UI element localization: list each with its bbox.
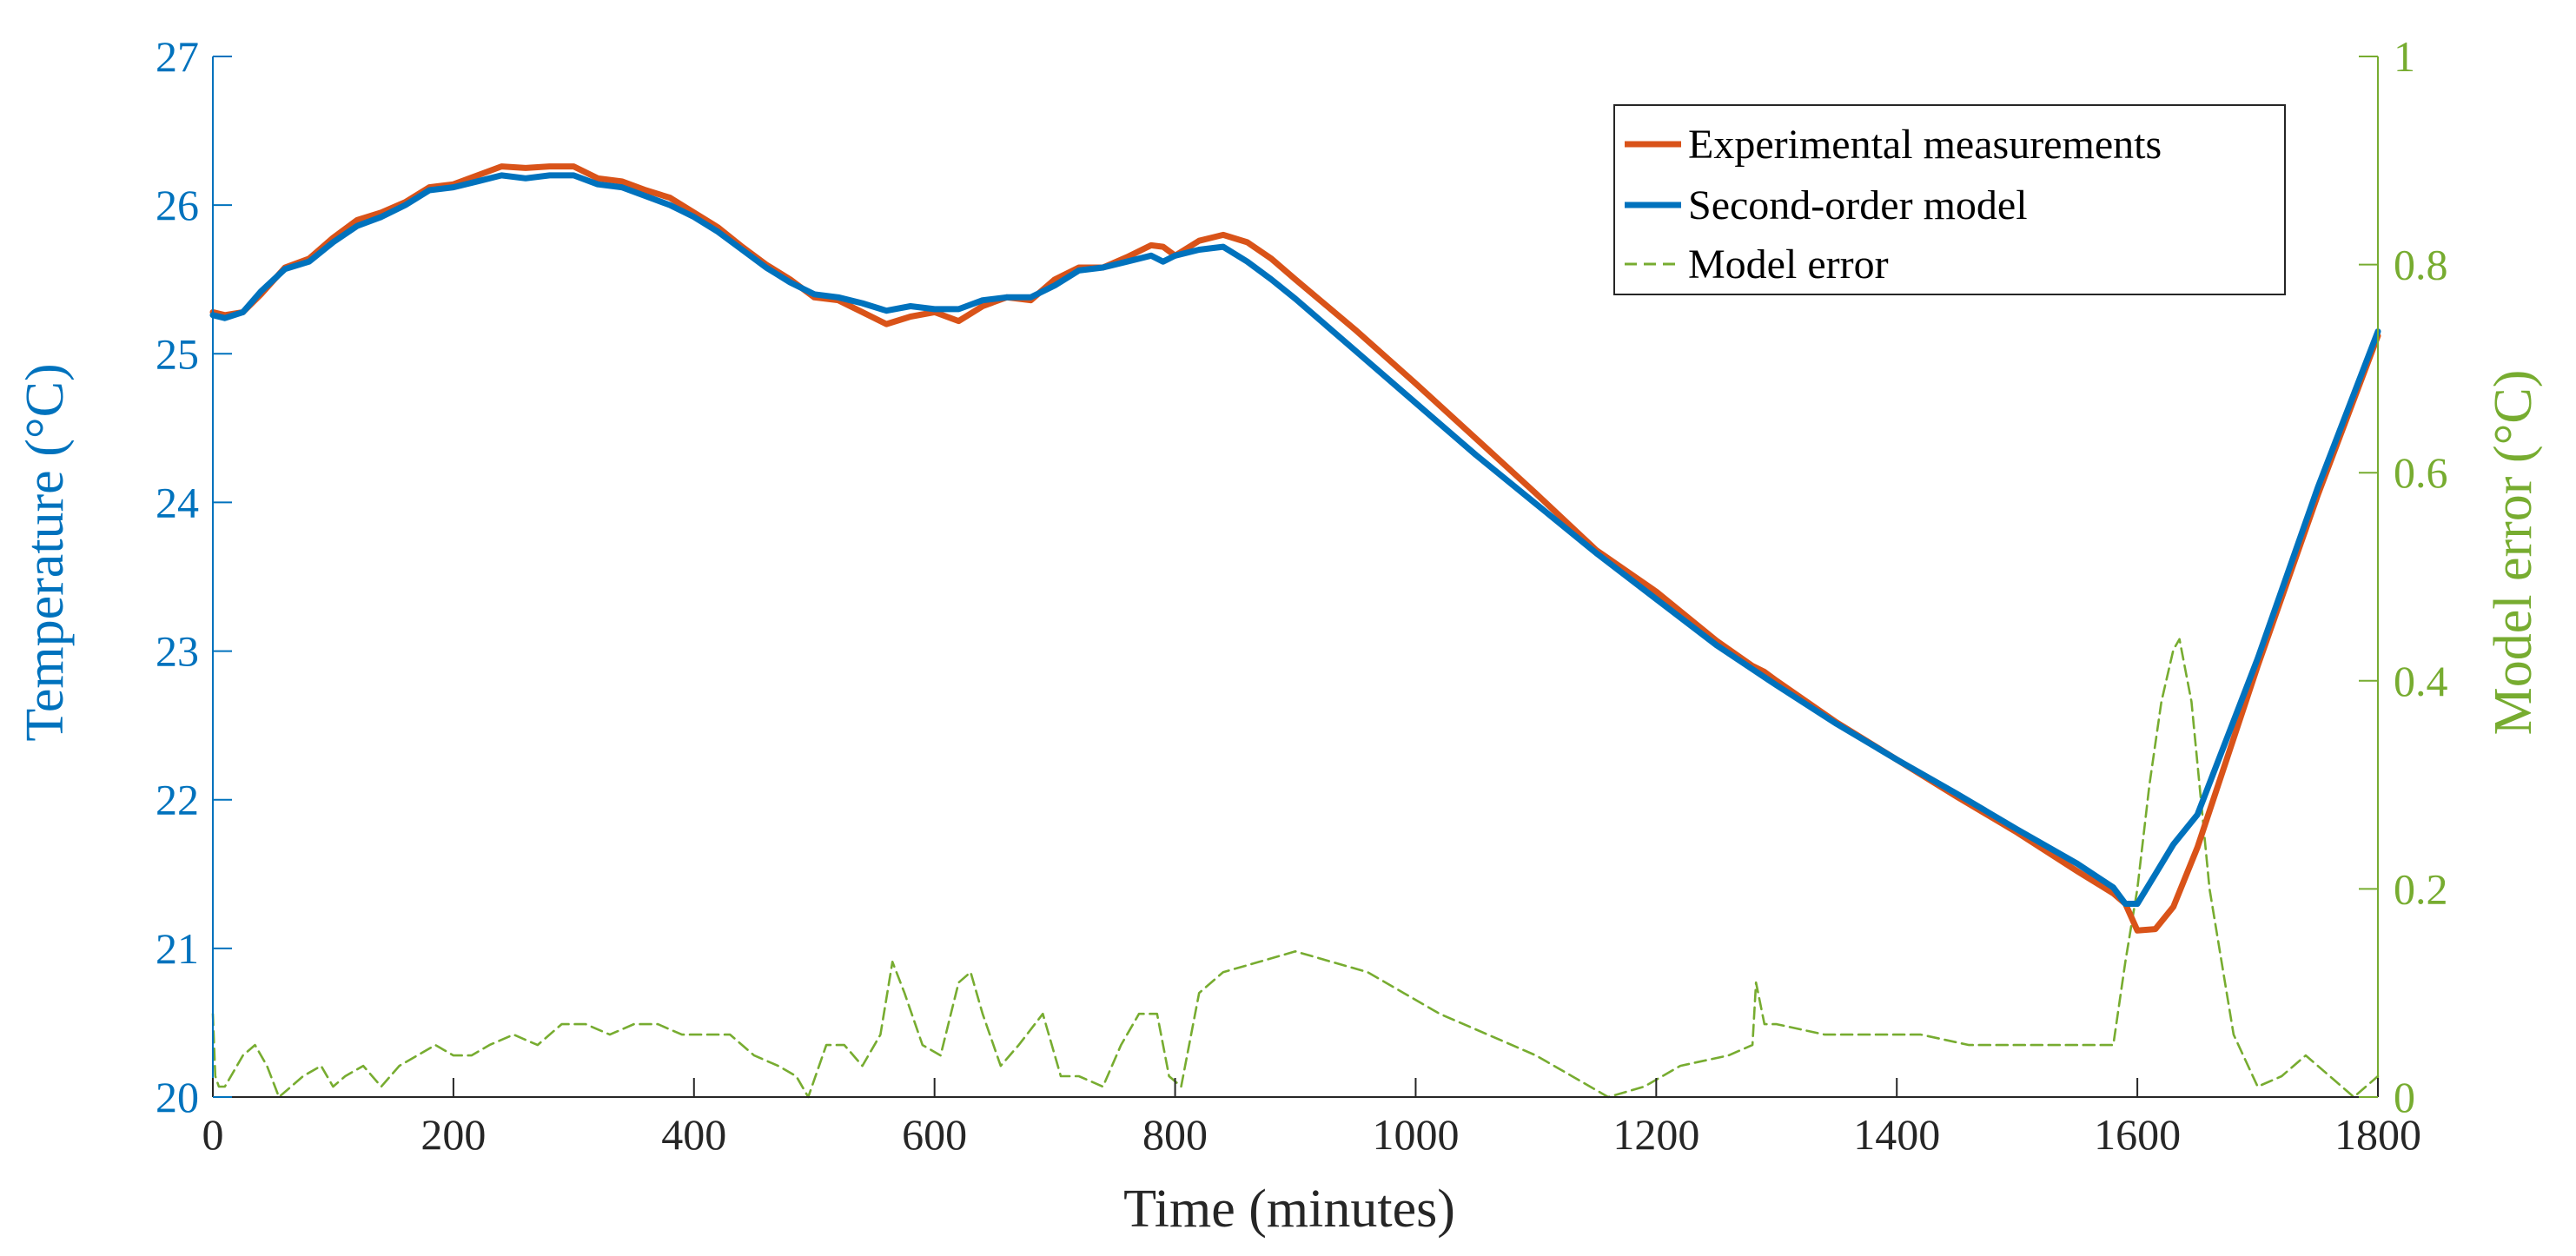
series-line-model bbox=[209, 172, 2381, 907]
y-right-tick-label: 1 bbox=[2394, 32, 2415, 81]
x-axis-label: Time (minutes) bbox=[1123, 1180, 1455, 1239]
y-right-tick-label: 0.8 bbox=[2394, 241, 2448, 289]
x-tick-label: 1600 bbox=[2094, 1110, 2181, 1159]
y-axis-left-label: Temperature (°C) bbox=[16, 363, 75, 741]
x-tick-label: 0 bbox=[202, 1110, 224, 1159]
x-tick-label: 400 bbox=[661, 1110, 726, 1159]
y-left-tick-label: 27 bbox=[156, 32, 199, 81]
series-layer bbox=[209, 163, 2381, 1099]
y-right-tick-label: 0.4 bbox=[2394, 657, 2448, 705]
x-tick-label: 1000 bbox=[1372, 1110, 1459, 1159]
axes-layer: 0 200 400 600 800 1000 1200 1400 1600 1800 20 21 22 2… bbox=[156, 32, 2448, 1159]
x-tick-label: 1400 bbox=[1853, 1110, 1940, 1159]
x-tick-label: 1800 bbox=[2334, 1110, 2421, 1159]
x-tick-label: 800 bbox=[1142, 1110, 1208, 1159]
y-left-tick-label: 22 bbox=[156, 776, 199, 824]
x-tick-label: 1200 bbox=[1612, 1110, 1699, 1159]
x-tick-label: 200 bbox=[421, 1110, 486, 1159]
y-right-tick-label: 0.6 bbox=[2394, 448, 2448, 497]
x-tick-label: 600 bbox=[902, 1110, 967, 1159]
y-right-tick-label: 0 bbox=[2394, 1073, 2415, 1121]
y-right-tick-label: 0.2 bbox=[2394, 864, 2448, 913]
y-axis-right-label: Model error (°C) bbox=[2484, 370, 2543, 736]
y-left-tick-label: 20 bbox=[156, 1073, 199, 1121]
legend-label-experimental: Experimental measurements bbox=[1688, 122, 2162, 168]
y-left-tick-label: 24 bbox=[156, 478, 199, 526]
legend: Experimental measurements Second-order m… bbox=[1613, 104, 2286, 295]
y-left-tick-label: 25 bbox=[156, 329, 199, 378]
y-left-tick-label: 23 bbox=[156, 627, 199, 676]
series-line-model-error bbox=[211, 638, 2380, 1099]
y-left-tick-label: 26 bbox=[156, 181, 199, 229]
legend-label-error: Model error bbox=[1688, 241, 1889, 288]
legend-label-model: Second-order model bbox=[1688, 182, 2028, 228]
y-left-tick-label: 21 bbox=[156, 924, 199, 973]
legend-box bbox=[1613, 104, 2286, 295]
